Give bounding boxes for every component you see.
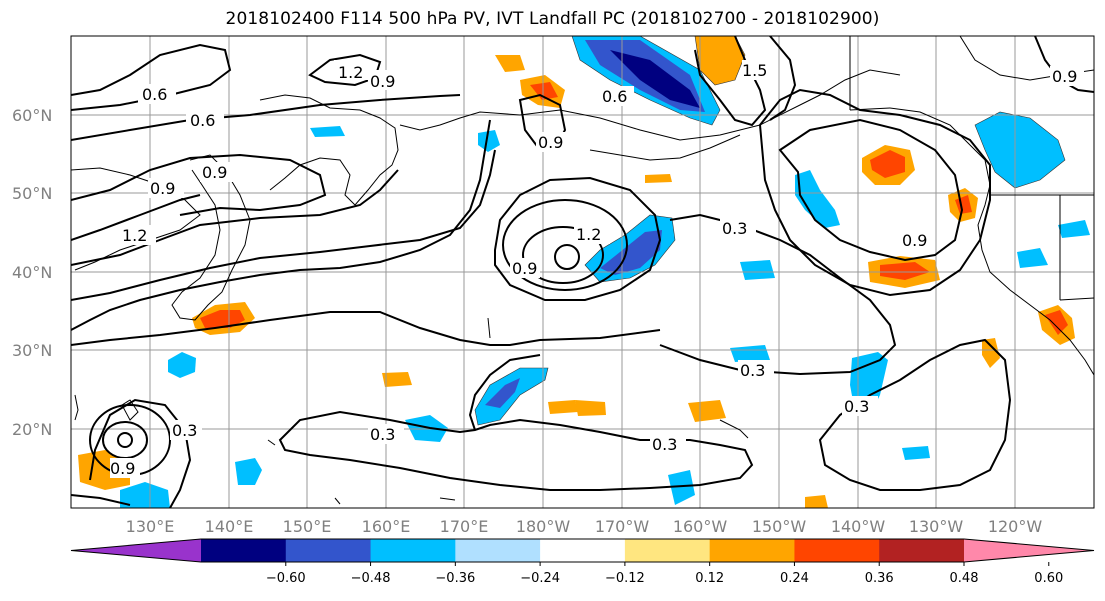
colorbar-segment: [624, 539, 711, 562]
contour-labels: 0.6 0.6 1.2 0.9 0.9 0.9 1.2 0.9 1.2 0.9 …: [110, 60, 1084, 478]
contour-label: 0.3: [652, 435, 677, 454]
contour-label: 0.6: [602, 87, 627, 106]
contour-label: 1.5: [742, 61, 767, 80]
contour-label: 0.3: [844, 397, 869, 416]
colorbar-tick-label: −0.12: [605, 571, 645, 586]
lat-label: 30°N: [12, 341, 52, 360]
lon-label: 130°W: [909, 517, 964, 536]
lon-label: 130°E: [126, 517, 175, 536]
lon-label: 140°E: [205, 517, 254, 536]
lat-label: 20°N: [12, 420, 52, 439]
lon-label: 170°E: [440, 517, 489, 536]
colorbar-segment: [285, 539, 372, 562]
colorbar-tick-label: 0.24: [780, 571, 809, 586]
contour-label: 0.9: [150, 179, 175, 198]
contour-label: 1.2: [122, 226, 147, 245]
coastlines: [71, 36, 1094, 505]
lat-label: 40°N: [12, 263, 52, 282]
colorbar-tick-label: 0.12: [695, 571, 724, 586]
colorbar-tick-label: −0.36: [435, 571, 475, 586]
colorbar-segment: [794, 539, 880, 562]
colorbar-segment: [540, 539, 626, 562]
colorbar: −0.60 −0.48 −0.36 −0.24 −0.12 0.12 0.24 0.36 0.4…: [70, 538, 1095, 586]
colorbar-tick-label: −0.24: [520, 571, 560, 586]
contour-label: 0.9: [110, 459, 135, 478]
lon-label: 160°E: [362, 517, 411, 536]
contour-label: 0.6: [142, 85, 167, 104]
colorbar-tick-label: −0.60: [266, 571, 306, 586]
latitude-labels: 60°N 50°N 40°N 30°N 20°N: [12, 106, 52, 439]
contour-lines: [71, 36, 1094, 508]
lat-label: 60°N: [12, 106, 52, 125]
contour-label: 0.3: [740, 361, 765, 380]
map-title: 2018102400 F114 500 hPa PV, IVT Landfall…: [225, 9, 880, 29]
colorbar-segment: [455, 539, 541, 562]
lon-label: 120°W: [988, 517, 1043, 536]
colorbar-segment: [879, 539, 965, 562]
colorbar-extend-high: [964, 539, 1094, 562]
colorbar-tick-label: 0.48: [950, 571, 979, 586]
contour-label: 0.9: [1052, 67, 1077, 86]
contour-label: 0.9: [202, 163, 227, 182]
contour-label: 0.9: [538, 133, 563, 152]
contour-label: 1.2: [338, 63, 363, 82]
contour-label: 1.2: [576, 225, 601, 244]
contour-label: 0.9: [370, 72, 395, 91]
contour-label: 0.6: [190, 111, 215, 130]
contour-label: 0.3: [370, 425, 395, 444]
lat-label: 50°N: [12, 184, 52, 203]
contour-label: 0.9: [902, 231, 927, 250]
lon-label: 150°W: [752, 517, 807, 536]
lon-label: 160°W: [673, 517, 728, 536]
colorbar-segment: [370, 539, 456, 562]
contour-label: 0.9: [512, 259, 537, 278]
contour-label: 0.3: [172, 421, 197, 440]
map-frame: [70, 35, 1095, 509]
lon-label: 150°E: [283, 517, 332, 536]
colorbar-segment: [201, 539, 287, 562]
colorbar-tick-label: −0.48: [351, 571, 391, 586]
colorbar-outline: [70, 538, 1095, 563]
lon-label: 180°W: [516, 517, 571, 536]
contour-label: 0.3: [722, 219, 747, 238]
lon-label: 140°W: [831, 517, 886, 536]
lon-label: 170°W: [595, 517, 650, 536]
colorbar-segment: [709, 539, 795, 562]
longitude-labels: 130°E 140°E 150°E 160°E 170°E 180°W 170°…: [126, 517, 1043, 536]
colorbar-tick-label: 0.36: [865, 571, 894, 586]
colorbar-tick-label: 0.60: [1034, 571, 1063, 586]
colorbar-extend-low: [71, 539, 201, 562]
